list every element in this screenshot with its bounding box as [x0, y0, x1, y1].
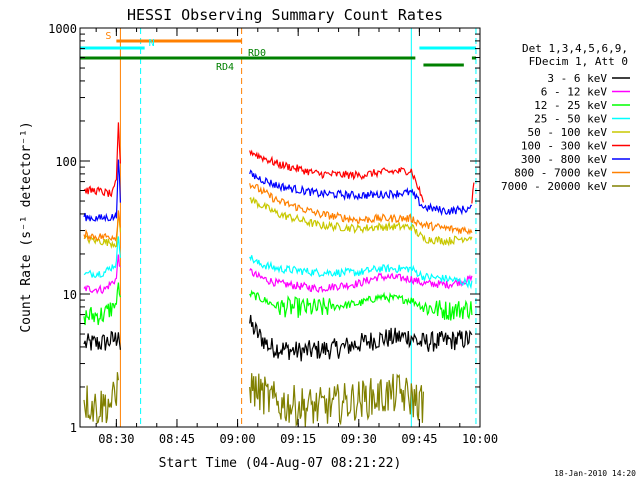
y-tick-label: 1000: [48, 22, 77, 36]
legend-label: 3 - 6 keV: [547, 72, 607, 85]
flag-label: N: [149, 38, 155, 49]
legend-label: 50 - 100 keV: [528, 126, 608, 139]
series-line: [83, 282, 473, 326]
chart-title: HESSI Observing Summary Count Rates: [127, 6, 443, 24]
legend-header: FDecim 1, Att 0: [529, 55, 628, 68]
y-tick-label: 100: [55, 155, 77, 169]
x-tick-label: 10:00: [462, 432, 498, 446]
x-tick-label: 09:15: [280, 432, 316, 446]
plot-frame: [79, 27, 481, 428]
flag-label: S: [105, 31, 111, 42]
series-lines: [83, 122, 475, 426]
legend-label: 12 - 25 keV: [534, 99, 607, 112]
x-tick-label: 09:30: [341, 432, 377, 446]
series-line: [83, 236, 473, 290]
x-tick-label: 09:00: [220, 432, 256, 446]
footer-timestamp: 18-Jan-2010 14:20: [554, 469, 636, 478]
y-tick-label: 10: [63, 288, 77, 302]
x-axis-label: Start Time (04-Aug-07 08:21:22): [159, 456, 402, 471]
y-tick-label: 1: [70, 421, 77, 435]
flag-bars: S N RD0 RD4: [80, 31, 476, 73]
legend-label: 800 - 7000 keV: [514, 167, 607, 180]
series-line: [84, 372, 472, 426]
y-axis-label: Count Rate (s⁻¹ detector⁻¹): [19, 121, 34, 332]
x-tick-label: 09:45: [401, 432, 437, 446]
legend-label: 25 - 50 keV: [534, 113, 607, 126]
marker-lines: [79, 28, 477, 427]
legend-label: 6 - 12 keV: [541, 86, 608, 99]
series-line: [83, 314, 473, 362]
x-tick-label: 08:45: [159, 432, 195, 446]
series-line: [83, 159, 472, 223]
flag-label: RD0: [248, 48, 266, 59]
legend: Det 1,3,4,5,6,9,FDecim 1, Att 0 3 - 6 keV…: [501, 42, 630, 193]
legend-label: 100 - 300 keV: [521, 140, 607, 153]
series-line: [83, 183, 473, 242]
legend-label: 7000 - 20000 keV: [501, 180, 607, 193]
flag-label: RD4: [216, 62, 234, 73]
series-line: [83, 122, 475, 204]
series-line: [83, 254, 473, 295]
legend-label: 300 - 800 keV: [521, 153, 607, 166]
axis-ticks: 08:30 08:45 09:00 09:15 09:30 09:45 10:00 1 10 10…: [48, 22, 498, 446]
x-tick-label: 08:30: [98, 432, 134, 446]
legend-header: Det 1,3,4,5,6,9,: [522, 42, 628, 55]
